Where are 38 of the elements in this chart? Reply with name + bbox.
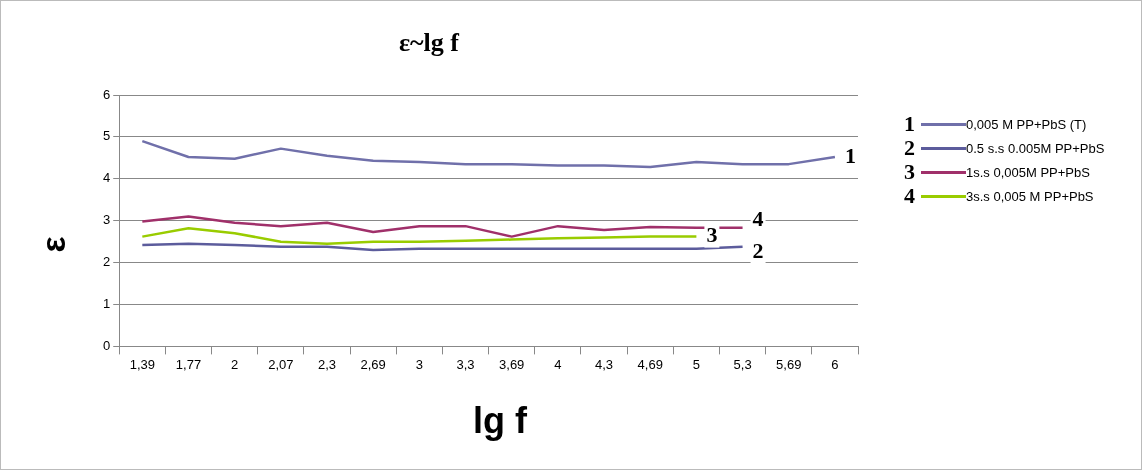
chart-title: ε~lg f — [398, 28, 461, 58]
x-tick-label: 3,69 — [499, 356, 525, 372]
x-tick-label: 2,69 — [360, 356, 386, 372]
legend-label: 1s.s 0,005M PP+PbS — [966, 164, 1090, 180]
x-tick-label: 5,69 — [776, 356, 802, 372]
x-tick-label: 1,39 — [129, 356, 155, 372]
legend-label: 0.5 s.s 0.005M PP+PbS — [966, 140, 1105, 156]
annotation: 3 — [706, 222, 718, 248]
x-tick-label: 2 — [231, 356, 239, 372]
annotation: 4 — [752, 205, 764, 231]
x-tick-label: 6 — [831, 356, 839, 372]
x-tick-label: 4 — [554, 356, 562, 372]
y-tick-label: 3 — [103, 212, 111, 228]
y-tick-label: 0 — [103, 337, 111, 353]
legend-label: 3s.s 0,005 M PP+PbS — [966, 188, 1094, 204]
y-tick-label: 4 — [103, 170, 111, 186]
x-tick-label: 4,3 — [595, 356, 614, 372]
category-label: 4 — [904, 183, 915, 208]
y-tick-label: 6 — [103, 86, 111, 102]
annotation: 2 — [752, 238, 764, 264]
category-label: 2 — [904, 135, 915, 160]
y-tick-label: 1 — [103, 296, 111, 312]
x-tick-label: 2,3 — [317, 356, 337, 372]
x-tick-label: 5 — [692, 356, 701, 372]
x-tick-label: 3,3 — [456, 356, 475, 372]
x-tick-label: 4,69 — [637, 356, 663, 372]
legend-label: 0,005 M PP+PbS (T) — [966, 116, 1087, 132]
y-axis-title: ε — [33, 236, 73, 253]
x-tick-label: 1,77 — [175, 356, 202, 372]
y-tick-label: 2 — [103, 254, 111, 270]
x-tick-label: 5,3 — [733, 356, 752, 372]
y-tick-label: 5 — [103, 128, 111, 144]
x-tick-label: 3 — [415, 356, 423, 372]
x-tick-label: 2,07 — [268, 356, 294, 372]
x-axis-title: lg f — [472, 400, 528, 442]
annotation: 1 — [844, 142, 856, 168]
text: 1 — [904, 111, 915, 136]
category-label: 3 — [904, 159, 915, 184]
